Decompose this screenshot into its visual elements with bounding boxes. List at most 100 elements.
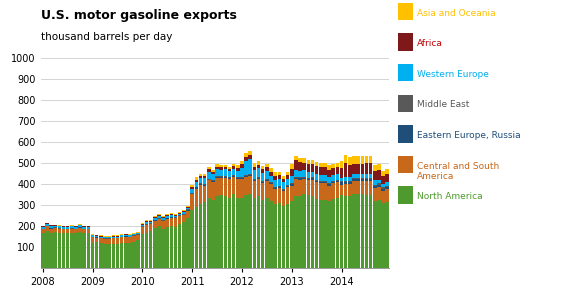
Bar xyxy=(323,180,327,182)
Bar xyxy=(53,225,57,226)
Bar xyxy=(294,178,297,179)
Bar xyxy=(340,181,343,182)
Bar xyxy=(220,196,223,268)
Bar xyxy=(112,235,115,236)
Bar xyxy=(298,180,302,196)
Bar xyxy=(58,225,61,226)
Bar xyxy=(361,194,364,268)
Bar xyxy=(207,169,210,172)
Bar xyxy=(116,238,119,244)
Bar xyxy=(274,188,277,189)
Bar xyxy=(269,175,272,182)
Bar xyxy=(141,228,144,234)
Bar xyxy=(41,233,45,268)
Bar xyxy=(269,183,272,184)
Bar xyxy=(95,238,98,242)
Bar xyxy=(336,180,339,181)
Bar xyxy=(78,232,82,268)
Bar xyxy=(332,184,335,198)
Bar xyxy=(182,214,185,215)
Bar xyxy=(303,194,306,268)
Bar xyxy=(323,163,327,167)
Bar xyxy=(95,235,98,236)
Bar xyxy=(195,180,198,182)
Bar xyxy=(303,158,306,163)
Bar xyxy=(261,200,264,268)
Bar xyxy=(182,215,185,222)
Bar xyxy=(323,175,327,180)
Bar xyxy=(107,237,111,238)
Bar xyxy=(224,165,227,167)
Bar xyxy=(145,224,148,225)
Bar xyxy=(191,187,194,189)
Bar xyxy=(356,179,360,181)
Bar xyxy=(356,178,360,179)
Bar xyxy=(112,237,115,238)
Bar xyxy=(62,226,65,227)
Bar xyxy=(278,203,281,268)
Bar xyxy=(294,156,297,160)
Bar xyxy=(162,229,165,268)
Bar xyxy=(41,226,45,227)
Bar xyxy=(240,168,243,177)
Bar xyxy=(282,179,285,182)
Bar xyxy=(83,229,86,233)
Bar xyxy=(145,225,148,233)
Bar xyxy=(174,216,177,217)
Bar xyxy=(303,163,306,170)
Bar xyxy=(141,225,144,226)
Bar xyxy=(103,238,107,239)
Bar xyxy=(385,202,389,268)
Bar xyxy=(365,156,368,163)
Text: Central and South
America: Central and South America xyxy=(417,162,499,181)
Bar xyxy=(199,184,202,185)
Bar xyxy=(385,187,389,189)
Bar xyxy=(195,178,198,180)
Bar xyxy=(74,229,78,233)
Bar xyxy=(340,182,343,184)
Bar xyxy=(327,183,331,184)
Bar xyxy=(344,196,347,268)
Bar xyxy=(228,169,231,171)
Bar xyxy=(78,227,82,228)
Bar xyxy=(385,186,389,187)
Bar xyxy=(257,179,260,196)
Bar xyxy=(87,228,90,229)
Bar xyxy=(261,181,264,182)
Bar xyxy=(369,163,372,174)
Bar xyxy=(228,177,231,178)
Bar xyxy=(236,178,239,179)
Bar xyxy=(377,184,381,187)
Bar xyxy=(261,183,264,200)
Bar xyxy=(207,180,210,198)
Bar xyxy=(369,179,372,181)
Bar xyxy=(361,178,364,179)
Bar xyxy=(170,218,173,226)
Bar xyxy=(240,178,243,179)
Bar xyxy=(245,153,248,157)
Bar xyxy=(207,167,210,169)
Bar xyxy=(340,168,343,178)
Bar xyxy=(45,226,49,231)
Bar xyxy=(141,226,144,227)
Bar xyxy=(58,233,61,268)
Bar xyxy=(99,236,103,237)
Bar xyxy=(323,182,327,183)
Bar xyxy=(311,172,314,178)
Bar xyxy=(361,174,364,178)
Bar xyxy=(327,186,331,201)
Bar xyxy=(153,217,156,218)
Bar xyxy=(369,156,372,163)
Bar xyxy=(365,178,368,179)
Bar xyxy=(303,170,306,177)
Bar xyxy=(356,164,360,174)
Bar xyxy=(162,221,165,229)
Bar xyxy=(294,170,297,177)
Bar xyxy=(220,170,223,176)
Bar xyxy=(211,170,214,172)
Bar xyxy=(373,184,376,186)
Bar xyxy=(344,155,347,163)
Bar xyxy=(141,224,144,225)
Bar xyxy=(116,237,119,238)
Bar xyxy=(377,180,381,184)
